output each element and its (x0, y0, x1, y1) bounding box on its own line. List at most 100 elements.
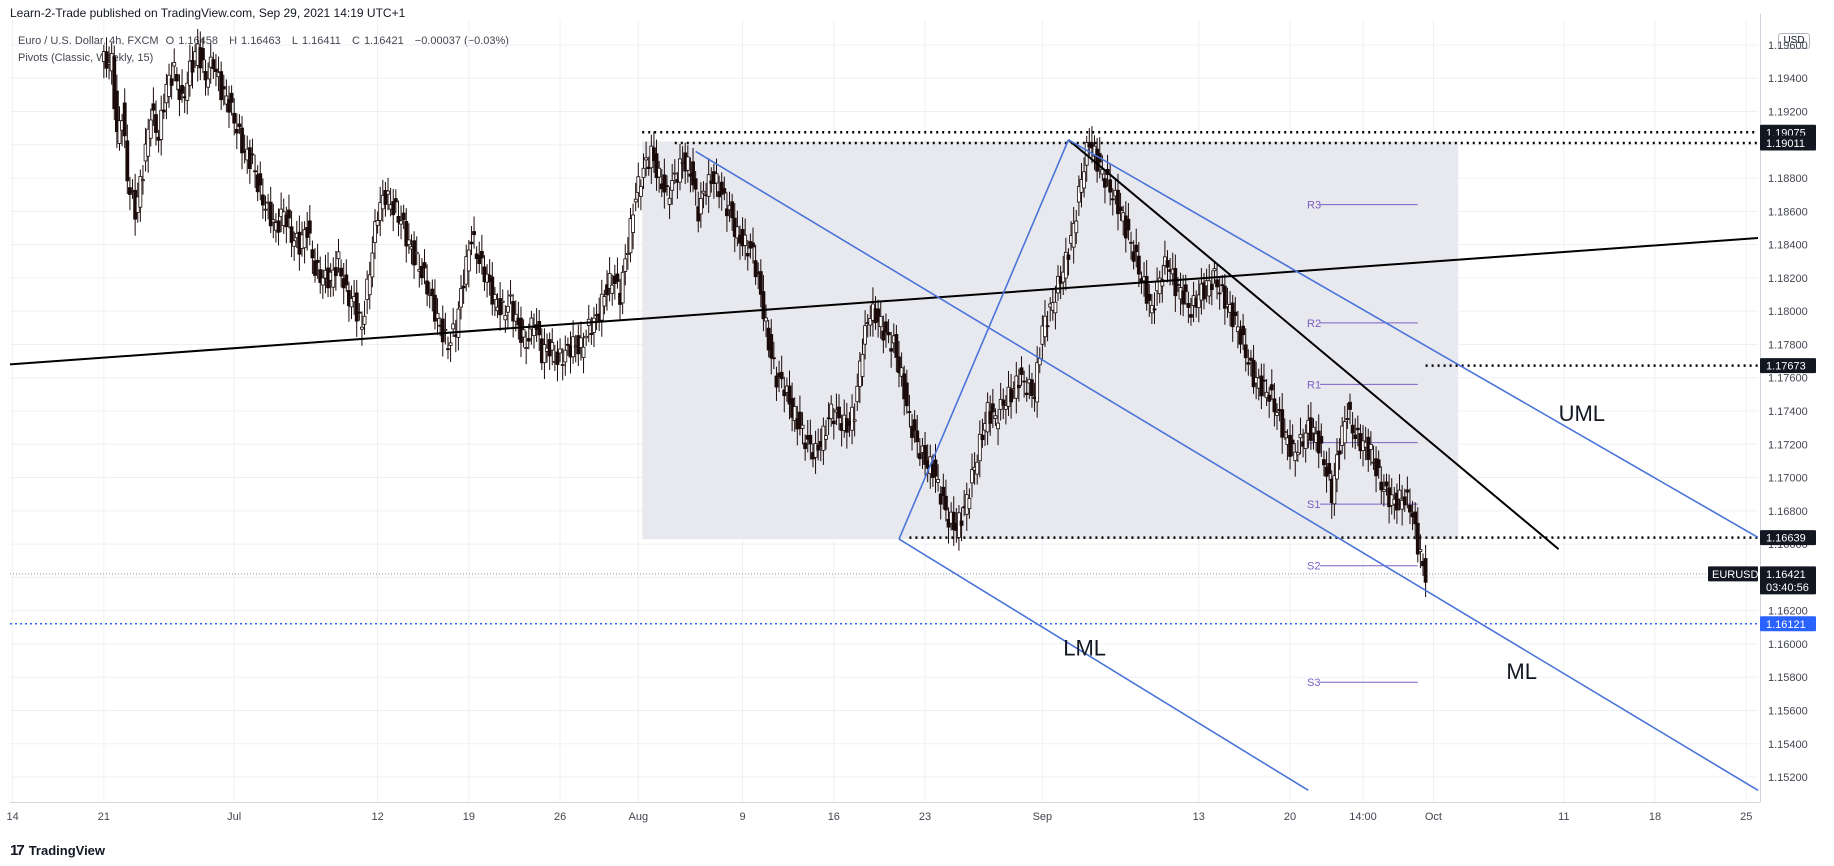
candle-body-254 (764, 317, 768, 322)
candle-body-108 (383, 190, 388, 205)
candle-body-411 (1173, 267, 1178, 297)
candle-body-246 (743, 234, 748, 246)
candle-body-312 (915, 430, 920, 443)
low-label: L (291, 35, 298, 47)
x-tick-label-2: Jul (227, 811, 241, 823)
candle-body-149 (490, 276, 495, 305)
candle-body-274 (816, 444, 821, 451)
candle-body-227 (693, 178, 698, 190)
candle-body-497 (1397, 489, 1402, 500)
candle-body-212 (654, 153, 659, 179)
candle-body-445 (1262, 379, 1266, 382)
candle-body-18 (148, 119, 153, 139)
currency-badge[interactable]: USD (1778, 33, 1810, 49)
price-labels: 1.190751.190111.176731.166391.1642103:40… (1708, 124, 1816, 632)
candle-body-386 (1108, 179, 1113, 193)
annotation-ml: ML (1506, 659, 1537, 684)
candle-body-448 (1269, 384, 1274, 391)
candle-body-263 (787, 385, 792, 405)
candle-body-229 (698, 197, 703, 215)
candle-body-348 (1009, 388, 1013, 403)
candle-body-499 (1402, 496, 1407, 506)
candle-body-341 (990, 403, 995, 413)
pivot-label-S2: S2 (1307, 561, 1320, 573)
candle-body-217 (667, 197, 672, 205)
candle-body-436 (1238, 329, 1243, 345)
candle-body-42 (211, 59, 216, 70)
indicator-legend[interactable]: Pivots (Classic, Weekly, 15) (18, 52, 154, 64)
candle-body-174 (555, 351, 560, 365)
candle-body-224 (685, 156, 690, 171)
pivot-label-R1: R1 (1307, 379, 1321, 391)
candle-body-490 (1379, 481, 1384, 491)
candle-body-435 (1236, 326, 1240, 333)
symbol-name[interactable]: Euro / U.S. Dollar, 4h, FXCM (18, 35, 159, 47)
annotation-uml: UML (1559, 401, 1605, 426)
candle-body-397 (1136, 255, 1141, 275)
candle-body-321 (938, 493, 943, 505)
candle-body-305 (897, 356, 901, 374)
price-label-bg-3 (1760, 530, 1816, 546)
candle-body-165 (532, 327, 536, 337)
candle-body-439 (1246, 362, 1251, 365)
symbol-legend: Euro / U.S. Dollar, 4h, FXCM O1.16458 H1… (18, 35, 513, 47)
candle-body-207 (641, 167, 646, 179)
candle-body-459 (1298, 433, 1303, 439)
candle-body-43 (214, 68, 218, 73)
candle-body-156 (508, 294, 513, 297)
annotations: UML LML ML (1063, 401, 1605, 684)
candle-body-177 (563, 349, 568, 363)
candle-body-480 (1353, 434, 1358, 440)
candle-body-396 (1134, 244, 1139, 253)
candle-body-292 (863, 325, 867, 345)
candle-body-425 (1209, 283, 1214, 290)
low-value: 1.16411 (301, 35, 341, 47)
candle-body-127 (433, 294, 437, 322)
y-tick-label-8: 1.18000 (1768, 306, 1808, 318)
candle-body-258 (774, 375, 779, 388)
candle-body-403 (1152, 308, 1157, 311)
price-label-1: 1.19011 (1766, 138, 1805, 150)
footer-brand[interactable]: 17 TradingView (10, 842, 105, 859)
candle-body-301 (886, 332, 891, 336)
candle-body-267 (798, 411, 802, 429)
candle-body-8 (122, 102, 127, 137)
candle-body-323 (944, 495, 948, 511)
price-change: −0.00037 (−0.03%) (414, 35, 509, 47)
candle-body-194 (607, 273, 612, 289)
candle-body-447 (1267, 394, 1272, 402)
candle-body-428 (1217, 292, 1222, 295)
candle-body-95 (349, 298, 354, 308)
x-tick-label-8: 16 (828, 811, 840, 823)
candle-body-114 (399, 220, 403, 225)
candle-body-477 (1345, 418, 1350, 420)
y-tick-label-19: 1.15800 (1768, 672, 1808, 684)
price-label-5: 1.16121 (1766, 619, 1806, 631)
candle-body-176 (560, 364, 565, 366)
candle-body-393 (1126, 218, 1131, 231)
candle-body-19 (151, 103, 156, 111)
candle-body-132 (446, 348, 450, 351)
candle-body-265 (792, 406, 797, 421)
candle-body-320 (936, 479, 940, 483)
candle-body-145 (479, 250, 484, 259)
time-axis-border (10, 802, 1760, 803)
x-tick-label-13: 14:00 (1349, 811, 1377, 823)
candle-body-29 (177, 88, 182, 100)
candle-body-163 (526, 338, 531, 342)
candle-body-50 (232, 112, 237, 124)
candle-body-140 (466, 249, 471, 272)
candle-body-434 (1233, 311, 1238, 316)
candle-body-106 (378, 202, 383, 221)
y-tick-label-18: 1.16000 (1768, 639, 1808, 651)
x-tick-label-0: 14 (6, 811, 18, 823)
candle-body-464 (1311, 426, 1316, 434)
price-label-3: 1.16639 (1766, 533, 1806, 545)
candle-body-83 (318, 269, 323, 283)
candle-body-313 (917, 453, 922, 460)
candle-body-408 (1165, 260, 1170, 268)
candle-body-102 (367, 274, 372, 296)
candle-body-199 (620, 271, 625, 304)
candle-body-503 (1413, 511, 1418, 525)
